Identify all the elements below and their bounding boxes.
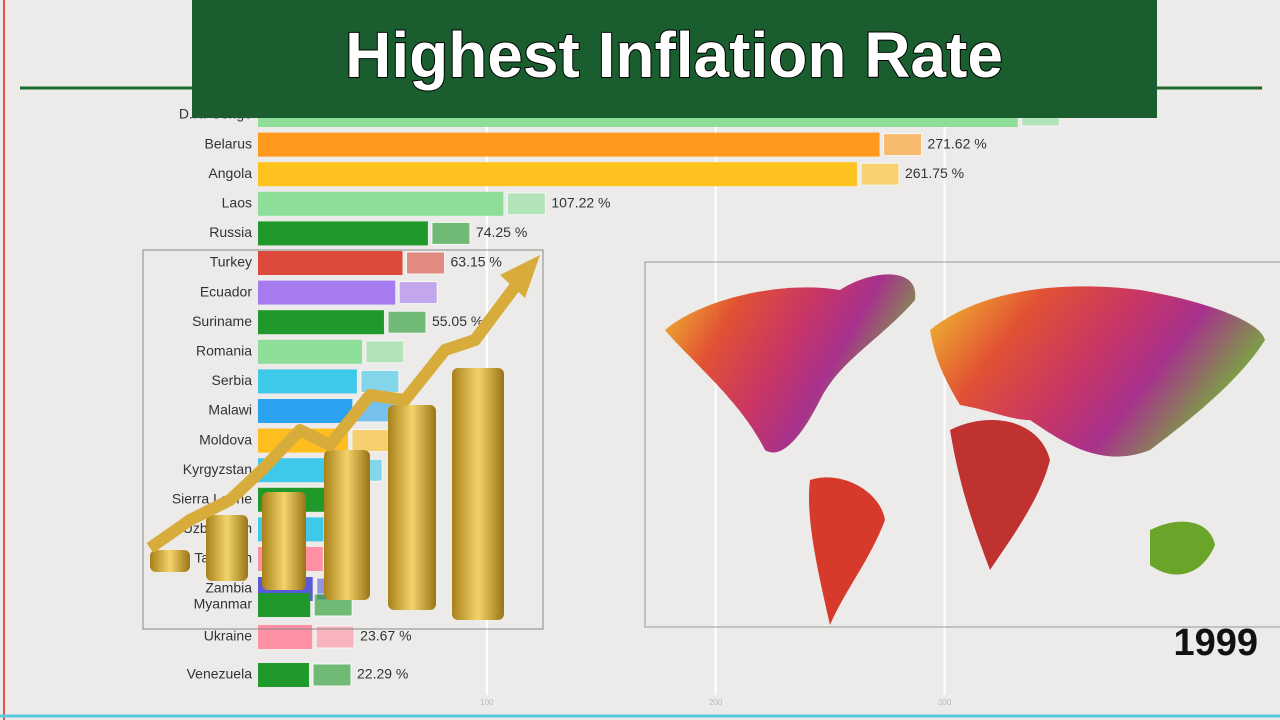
bar [258,369,357,394]
category-label: Belarus [205,135,252,151]
category-label: Malawi [208,402,252,418]
category-label: Ukraine [204,628,252,644]
category-label: Laos [222,195,252,211]
category-label: Kyrgyzstan [183,461,252,477]
value-label: 271.62 % [928,135,987,151]
x-tick-label: 200 [709,698,723,707]
category-label: Serbia [212,372,253,388]
flag [312,663,352,687]
value-label: 22.29 % [357,666,408,682]
value-label: 107.22 % [551,195,610,211]
value-label: 63.15 % [451,254,502,270]
flag [506,192,546,216]
bar [258,663,310,687]
flag [431,221,471,245]
year-label: 1999 [1173,622,1258,664]
x-tick-label: 300 [938,698,952,707]
category-label: Zambia [205,580,252,596]
flag [315,625,355,649]
bar [258,339,362,364]
value-label: 55.05 % [432,313,483,329]
bar [258,593,311,617]
chart-title: Highest Inflation Rate [345,19,1003,91]
bar [258,191,504,216]
flag [398,281,438,305]
flag [860,162,900,186]
category-label: Moldova [199,431,252,447]
value-label: 261.75 % [905,165,964,181]
world-map-image [644,261,1280,628]
bar [258,399,353,423]
flag [387,310,427,334]
category-label: Ecuador [200,283,252,299]
category-label: Myanmar [194,596,253,612]
category-label: Angola [208,165,252,181]
value-label: 23.67 % [360,628,411,644]
flag [351,429,391,453]
category-label: Venezuela [187,666,253,682]
category-label: Romania [196,343,252,359]
bar [258,132,880,157]
flag [406,251,446,275]
flag [360,369,400,393]
flag [365,340,405,364]
title-banner [192,0,1157,118]
x-tick-label: 100 [480,698,494,707]
bar [258,162,857,187]
bar [258,251,403,275]
bar [258,280,396,305]
category-label: Russia [209,224,252,240]
coins-image [142,249,544,630]
category-label: Turkey [210,254,252,270]
category-label: Suriname [192,313,252,329]
value-label: 74.25 % [476,224,527,240]
bar [258,221,428,246]
bar [258,310,384,335]
flag [883,133,923,157]
